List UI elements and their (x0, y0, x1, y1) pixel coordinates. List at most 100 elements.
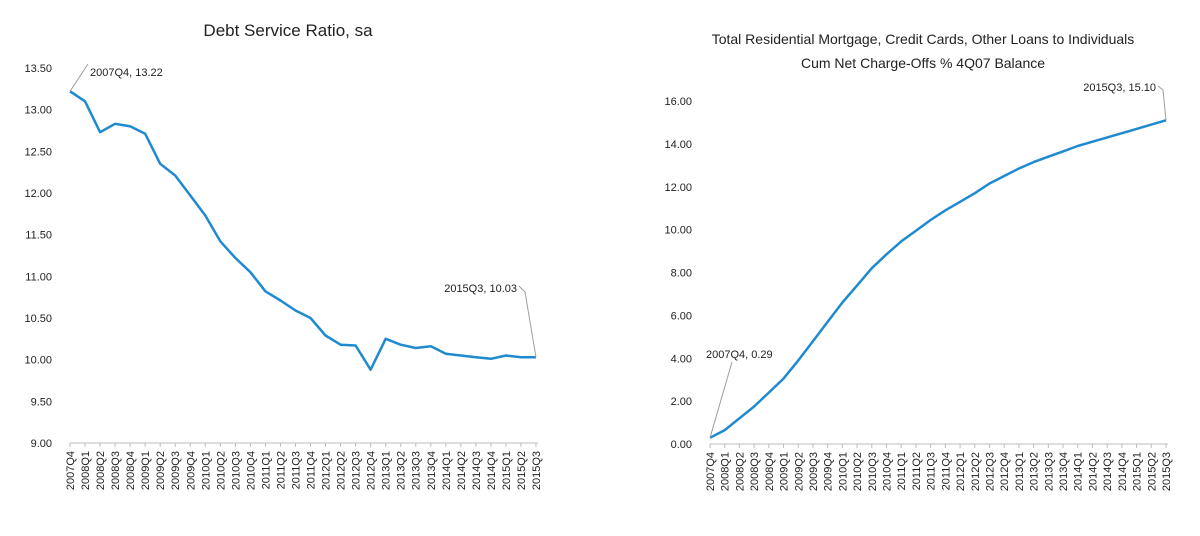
x-tick-label: 2012Q3 (351, 451, 363, 490)
x-tick-label: 2010Q2 (852, 452, 864, 491)
y-tick-label: 13.50 (24, 63, 52, 75)
y-tick-label: 14.00 (664, 139, 692, 151)
x-tick-label: 2008Q2 (95, 451, 107, 490)
annotation-leader (518, 285, 537, 358)
x-tick-label: 2011Q3 (290, 451, 302, 489)
x-tick-label: 2011Q3 (926, 452, 938, 490)
x-tick-label: 2012Q1 (321, 451, 333, 490)
x-tick-label: 2009Q1 (779, 452, 791, 491)
x-tick-label: 2009Q2 (155, 451, 167, 490)
x-tick-label: 2015Q1 (1132, 452, 1144, 491)
y-tick-label: 13.00 (24, 105, 52, 117)
x-tick-label: 2008Q4 (764, 452, 776, 491)
x-tick-label: 2015Q1 (501, 451, 513, 490)
x-tick-label: 2011Q2 (275, 451, 287, 489)
y-tick-label: 11.00 (25, 271, 52, 283)
x-tick-label: 2013Q3 (1043, 452, 1055, 491)
charge-offs-chart: Total Residential Mortgage, Credit Cards… (600, 0, 1200, 536)
series-line (69, 90, 536, 371)
x-tick-label: 2010Q3 (230, 451, 242, 490)
x-tick-label: 2014Q3 (1102, 452, 1114, 491)
x-tick-label: 2014Q4 (486, 451, 498, 490)
annotation-leader (1157, 85, 1167, 121)
y-tick-label: 9.50 (31, 396, 52, 408)
x-tick-label: 2008Q1 (80, 451, 92, 490)
x-tick-label: 2013Q2 (396, 451, 408, 490)
data-annotation: 2007Q4, 13.22 (69, 63, 163, 92)
chart-title: Debt Service Ratio, sa (203, 21, 373, 40)
x-tick-label: 2011Q1 (260, 451, 272, 489)
x-tick-label: 2014Q1 (441, 451, 453, 490)
x-tick-label: 2011Q2 (911, 452, 923, 490)
chart-subtitle: Cum Net Charge-Offs % 4Q07 Balance (801, 55, 1045, 71)
annotation-label: 2015Q3, 15.10 (1083, 82, 1156, 94)
x-tick-label: 2012Q3 (984, 452, 996, 491)
x-tick-label: 2008Q1 (720, 452, 732, 491)
y-tick-label: 12.50 (24, 146, 52, 158)
x-tick-label: 2010Q1 (837, 452, 849, 491)
x-tick-label: 2007Q4 (65, 451, 77, 490)
x-tick-label: 2009Q2 (793, 452, 805, 491)
x-tick-label: 2014Q3 (471, 451, 483, 490)
x-tick-label: 2009Q3 (808, 452, 820, 491)
x-tick-label: 2012Q4 (366, 451, 378, 490)
x-tick-label: 2011Q1 (896, 452, 908, 490)
annotation-label: 2007Q4, 0.29 (706, 349, 773, 361)
x-tick-label: 2011Q4 (940, 452, 952, 490)
x-tick-label: 2013Q3 (411, 451, 423, 490)
x-tick-label: 2013Q1 (1014, 452, 1026, 491)
x-tick-label: 2010Q4 (882, 452, 894, 491)
x-tick-label: 2013Q4 (426, 451, 438, 490)
x-tick-label: 2008Q4 (125, 451, 137, 490)
x-tick-label: 2012Q1 (955, 452, 967, 491)
x-tick-label: 2010Q2 (215, 451, 227, 490)
data-annotation: 2015Q3, 10.03 (444, 283, 537, 358)
y-tick-label: 2.00 (671, 396, 692, 408)
x-tick-label: 2015Q2 (1146, 452, 1158, 491)
y-tick-label: 12.00 (24, 188, 52, 200)
annotation-leader (69, 63, 89, 92)
x-tick-label: 2008Q3 (110, 451, 122, 490)
x-tick-label: 2013Q1 (381, 451, 393, 490)
series-line (709, 119, 1167, 439)
x-tick-label: 2011Q4 (306, 451, 318, 489)
annotation-label: 2007Q4, 13.22 (90, 67, 163, 79)
x-tick-label: 2012Q2 (970, 452, 982, 491)
x-tick-label: 2009Q4 (185, 451, 197, 490)
x-tick-label: 2012Q4 (999, 452, 1011, 491)
y-tick-label: 0.00 (671, 439, 692, 451)
annotation-leader (709, 361, 733, 438)
debt-service-ratio-svg: Debt Service Ratio, sa 9.00 9.50 10.00 10.50… (24, 21, 543, 490)
data-annotation: 2015Q3, 15.10 (1083, 82, 1167, 121)
data-annotation: 2007Q4, 0.29 (706, 349, 773, 438)
y-tick-label: 6.00 (671, 310, 692, 322)
debt-service-ratio-chart: Debt Service Ratio, sa 9.00 9.50 10.00 10.50… (24, 21, 543, 490)
x-tick-label: 2009Q4 (823, 452, 835, 491)
x-tick-label: 2014Q2 (456, 451, 468, 490)
x-tick-label: 2009Q3 (170, 451, 182, 490)
charge-offs-svg: Total Residential Mortgage, Credit Cards… (664, 31, 1173, 491)
x-tick-label: 2015Q3 (531, 451, 543, 490)
x-tick-label: 2010Q4 (245, 451, 257, 490)
x-tick-label: 2010Q1 (200, 451, 212, 490)
x-tick-label: 2010Q3 (867, 452, 879, 491)
x-tick-label: 2007Q4 (705, 452, 717, 491)
x-tick-label: 2014Q1 (1073, 452, 1085, 491)
y-tick-label: 10.50 (24, 313, 52, 325)
y-tick-label: 10.00 (664, 225, 692, 237)
y-tick-label: 12.00 (664, 182, 692, 194)
x-tick-label: 2008Q3 (749, 452, 761, 491)
y-tick-label: 9.00 (31, 438, 52, 450)
y-tick-label: 16.00 (664, 96, 692, 108)
chart-title: Total Residential Mortgage, Credit Cards… (712, 31, 1135, 47)
x-tick-label: 2015Q3 (1161, 452, 1173, 491)
y-tick-label: 10.00 (24, 355, 52, 367)
x-tick-label: 2008Q2 (734, 452, 746, 491)
x-tick-label: 2015Q2 (516, 451, 528, 490)
y-tick-label: 8.00 (671, 268, 692, 280)
x-tick-label: 2014Q4 (1117, 452, 1129, 491)
x-tick-label: 2013Q2 (1029, 452, 1041, 491)
x-tick-label: 2009Q1 (140, 451, 152, 490)
y-tick-label: 11.50 (25, 230, 52, 242)
x-tick-label: 2014Q2 (1087, 452, 1099, 491)
